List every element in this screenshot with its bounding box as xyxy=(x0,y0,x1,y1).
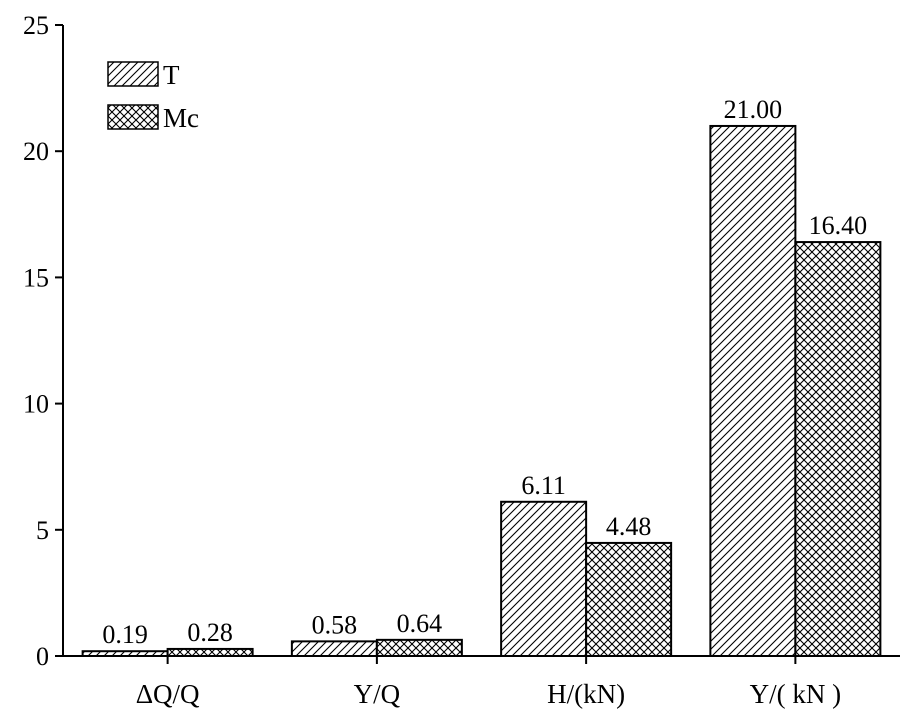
data-label-mc-3: 4.48 xyxy=(606,512,652,541)
legend-swatch-t xyxy=(107,61,159,87)
x-tick-label-3: H/(kN) xyxy=(547,679,625,709)
data-label-t-2: 0.58 xyxy=(312,610,358,639)
data-label-t-4: 21.00 xyxy=(724,95,783,124)
bar-mc-1 xyxy=(166,647,254,657)
y-tick-label-10: 10 xyxy=(23,390,49,419)
bar-t-3 xyxy=(500,500,588,657)
bar-mc-2 xyxy=(375,638,463,657)
legend-label-mc: Mc xyxy=(163,103,199,133)
bar-t-2 xyxy=(290,640,378,657)
bars-group xyxy=(81,124,882,658)
x-tick-label-2: Y/Q xyxy=(354,679,401,709)
bar-mc-4 xyxy=(794,241,882,657)
y-tick-label-5: 5 xyxy=(36,516,49,545)
y-tick-label-20: 20 xyxy=(23,137,49,166)
bar-t-4 xyxy=(709,124,797,657)
x-tick-label-1: ΔQ/Q xyxy=(136,679,200,709)
y-tick-label-0: 0 xyxy=(36,642,49,671)
x-ticks-group: ΔQ/Q Y/Q H/(kN) Y/( kN ) xyxy=(136,656,841,709)
data-label-t-3: 6.11 xyxy=(521,471,566,500)
data-label-mc-2: 0.64 xyxy=(397,609,443,638)
data-labels-group: 0.19 0.28 0.58 0.64 6.11 4.48 21.00 16.40 xyxy=(102,95,867,649)
legend-swatch-mc xyxy=(107,104,159,130)
legend-label-t: T xyxy=(163,60,180,90)
data-label-mc-4: 16.40 xyxy=(809,211,868,240)
bar-mc-3 xyxy=(585,541,673,658)
y-ticks-group: 0 5 10 15 20 25 xyxy=(23,11,63,671)
legend: T Mc xyxy=(107,60,199,133)
y-tick-label-15: 15 xyxy=(23,263,49,292)
data-label-mc-1: 0.28 xyxy=(187,618,233,647)
y-tick-label-25: 25 xyxy=(23,11,49,40)
data-label-t-1: 0.19 xyxy=(102,620,148,649)
x-tick-label-4: Y/( kN ) xyxy=(750,679,841,709)
